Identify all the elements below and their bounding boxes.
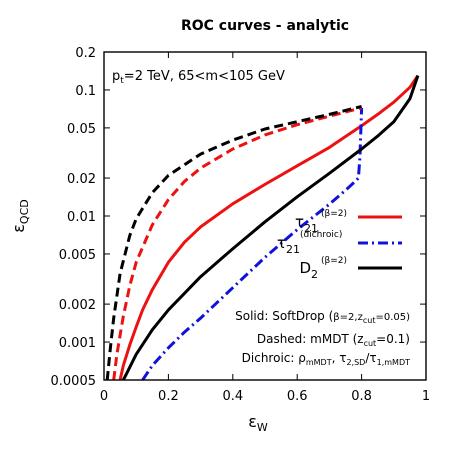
y-tick-label: 0.0005 — [51, 374, 97, 389]
x-tick-label: 0.4 — [222, 389, 243, 404]
chart-title: ROC curves - analytic — [181, 18, 349, 34]
y-tick-label: 0.005 — [59, 248, 96, 263]
y-tick-label: 0.1 — [75, 84, 96, 99]
y-tick-label: 0.05 — [67, 122, 96, 137]
legend: τ21 (β=2) τ21 (dichroic) D2 (β=2) — [277, 209, 402, 281]
annotation-kinematics: pt=2 TeV, 65<m<105 GeV — [112, 69, 285, 86]
annotation-dichroic: Dichroic: ρmMDT, τ2,SD/τ1,mMDT — [242, 351, 410, 367]
x-tick-label: 0.6 — [287, 389, 308, 404]
x-tick-label: 0.8 — [351, 389, 372, 404]
legend-label-d2-beta2: D2 — [299, 259, 318, 281]
series-line-1 — [141, 107, 364, 381]
y-axis: 0.0005 0.001 0.002 0.005 0.01 0.02 0.05 0.1 0.2 — [51, 46, 426, 389]
annotation-solid: Solid: SoftDrop (β=2,zcut=0.05) — [235, 309, 410, 325]
series-line-2 — [121, 75, 420, 381]
legend-sup-d2-beta2: (β=2) — [321, 256, 347, 266]
y-tick-label: 0.01 — [67, 210, 96, 225]
series-line-0 — [118, 74, 420, 381]
x-axis-label: εW — [248, 412, 268, 434]
plot-curves — [105, 74, 420, 381]
y-tick-label: 0.02 — [67, 172, 96, 187]
x-tick-label: 0.2 — [158, 389, 179, 404]
annotation-dashed: Dashed: mMDT (zcut=0.1) — [257, 332, 410, 348]
x-axis: 0 0.2 0.4 0.6 0.8 1 — [100, 52, 430, 404]
legend-label-tau21-dichroic: τ21 — [277, 234, 300, 256]
y-tick-label: 0.002 — [59, 298, 96, 313]
legend-sup-tau21-beta2: (β=2) — [321, 209, 347, 219]
x-tick-label: 1 — [422, 389, 430, 404]
series-line-4 — [105, 104, 362, 381]
y-tick-label: 0.2 — [75, 46, 96, 61]
y-tick-label: 0.001 — [59, 336, 96, 351]
series-line-3 — [112, 106, 362, 381]
x-tick-label: 0 — [100, 389, 108, 404]
legend-label-tau21-beta2: τ21 — [295, 213, 318, 235]
y-axis-label: εQCD — [9, 199, 31, 232]
legend-sup-tau21-dichroic: (dichroic) — [300, 230, 342, 240]
